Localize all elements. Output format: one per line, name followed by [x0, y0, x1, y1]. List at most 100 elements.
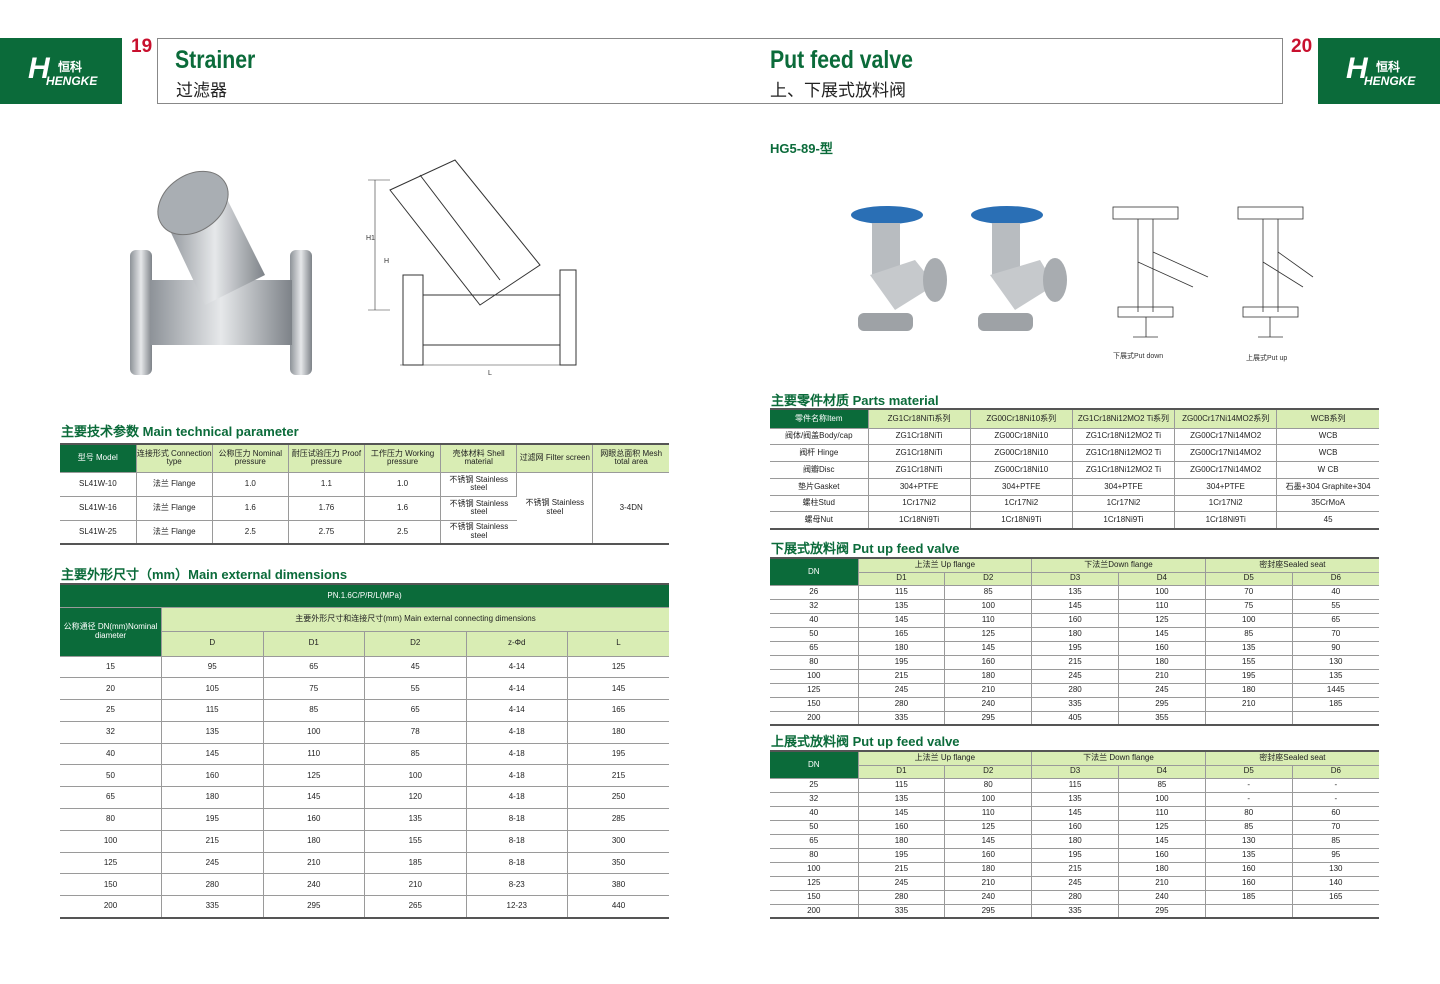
table-cell: 4-18	[466, 721, 568, 744]
table-cell: 160	[161, 764, 264, 788]
table-cell: 100	[770, 669, 859, 684]
table-cell: 85	[1205, 820, 1293, 835]
table-cell: 280	[161, 873, 264, 897]
table-cell: 1.6	[364, 496, 442, 521]
table-cell: 210	[263, 852, 365, 875]
table-cell: -	[1292, 778, 1379, 793]
table-cell: 65	[770, 834, 859, 849]
table-cell: 4-14	[466, 656, 568, 679]
table-cell: 245	[1031, 669, 1119, 684]
table-cell: 145	[1118, 834, 1206, 849]
table-cell: ZG1Cr18NiTi	[868, 461, 971, 479]
table-cell: 265	[364, 895, 467, 919]
table-cell: 145	[944, 641, 1033, 656]
table-cell: 215	[1031, 655, 1119, 670]
table-cell: -	[1292, 792, 1379, 807]
table-cell: 195	[161, 808, 264, 831]
table-cell: 160	[944, 655, 1033, 670]
table-row: 20 105 75 55 4-14 145	[60, 677, 669, 701]
table-cell: D6	[1292, 765, 1379, 779]
table-cell	[1292, 904, 1379, 919]
table-cell: 210	[944, 876, 1033, 891]
table-cell: 440	[567, 895, 669, 919]
table-cell: 405	[1031, 711, 1119, 726]
table-row: 40 145 110 145 110 80 60	[770, 806, 1379, 821]
table-cell: 335	[858, 904, 946, 919]
table-cell: D2	[364, 631, 467, 657]
table-cell: 100	[263, 721, 365, 744]
table-cell: 195	[567, 743, 669, 766]
table-cell: 355	[1118, 711, 1206, 726]
table-cell: 2.75	[288, 520, 366, 545]
table-cell: 215	[1031, 862, 1119, 877]
table-cell: 32	[770, 792, 859, 807]
table-row: 65 180 145 180 145 130 85	[770, 834, 1379, 849]
table-cell: 295	[944, 711, 1033, 726]
table-cell: 4-18	[466, 764, 568, 788]
table-cell: 115	[858, 585, 946, 600]
table-cell: 115	[161, 699, 264, 722]
table-cell: 335	[1031, 697, 1119, 712]
table-cell: 85	[364, 743, 467, 766]
table-cell: 110	[944, 613, 1033, 628]
table-cell: 50	[60, 764, 162, 788]
table-cell: 螺母Nut	[770, 511, 869, 530]
table-cell: 160	[944, 848, 1033, 863]
table-cell: 65	[1292, 613, 1379, 628]
table-cell: 180	[944, 669, 1033, 684]
table-cell: 130	[1292, 655, 1379, 670]
table-cell: 12-23	[466, 895, 568, 919]
table-cell: 8-18	[466, 852, 568, 875]
table-cell: ZG00Cr17Ni14MO2	[1174, 444, 1278, 463]
table-cell: D1	[263, 631, 365, 657]
label-l: L	[488, 370, 492, 377]
title-box	[157, 38, 1283, 104]
table-cell: ZG1Cr18NiTi	[868, 444, 971, 463]
table-cell: 165	[567, 699, 669, 722]
table-cell: 不锈钢 Stainless steel	[516, 472, 594, 545]
logo-mark: H	[28, 52, 50, 85]
table-cell: 下法兰Down flange	[1031, 558, 1206, 573]
table-cell: D4	[1118, 572, 1206, 586]
table-cell: 295	[263, 895, 365, 919]
table-cell: 280	[858, 890, 946, 905]
technical-parameter-table: 型号 Model 连接形式 Connection type 公称压力 Nominal…	[60, 443, 669, 545]
column-header: 公称压力 Nominal pressure	[212, 444, 289, 473]
table-cell: 25	[770, 778, 859, 793]
table-cell: 8-18	[466, 808, 568, 831]
table-row: 100 215 180 155 8-18 300	[60, 830, 669, 853]
column-header: 工作压力 Working pressure	[364, 444, 442, 473]
table-cell: 法兰 Flange	[136, 520, 213, 545]
table-cell: 160	[1118, 641, 1206, 656]
table-cell: 公称通径 DN(mm)Nominal diameter	[60, 607, 162, 657]
table-cell: 160	[1031, 613, 1119, 628]
table-cell: 160	[1205, 862, 1293, 877]
table-cell: 不锈钢 Stainless steel	[440, 472, 518, 497]
table-cell: ZG00Cr18Ni10系列	[970, 409, 1073, 429]
table-cell: 40	[770, 613, 859, 628]
table-cell: 135	[1031, 792, 1119, 807]
table-cell: 295	[1118, 904, 1206, 919]
table-cell: 法兰 Flange	[136, 496, 213, 521]
table-cell: ZG1Cr18Ni12MO2 Ti	[1072, 444, 1176, 463]
table-cell: D2	[944, 765, 1033, 779]
table-cell: 280	[1031, 683, 1119, 698]
table-cell: 85	[1292, 834, 1379, 849]
table-cell: 主要外形尺寸和连接尺寸(mm) Main external connecting…	[161, 607, 669, 632]
table-cell: 80	[1205, 806, 1293, 821]
table-row: 150 280 240 335 295 210 185	[770, 697, 1379, 712]
table-cell: 1.1	[288, 472, 366, 497]
table-row: 125 245 210 280 245 180 1445	[770, 683, 1379, 698]
table-row: 50 160 125 160 125 85 70	[770, 820, 1379, 835]
table-cell: 245	[161, 852, 264, 875]
table-cell: 1.0	[212, 472, 289, 497]
table-cell: 304+PTFE	[868, 478, 971, 496]
table-cell: 200	[60, 895, 162, 919]
logo-mark: H	[1346, 52, 1368, 85]
table-cell: 210	[1118, 876, 1206, 891]
table-cell: 135	[1205, 641, 1293, 656]
table-cell: 135	[364, 808, 467, 831]
table-cell: 100	[770, 862, 859, 877]
table-row: 15 95 65 45 4-14 125	[60, 656, 669, 679]
table-cell: 304+PTFE	[1174, 478, 1278, 496]
